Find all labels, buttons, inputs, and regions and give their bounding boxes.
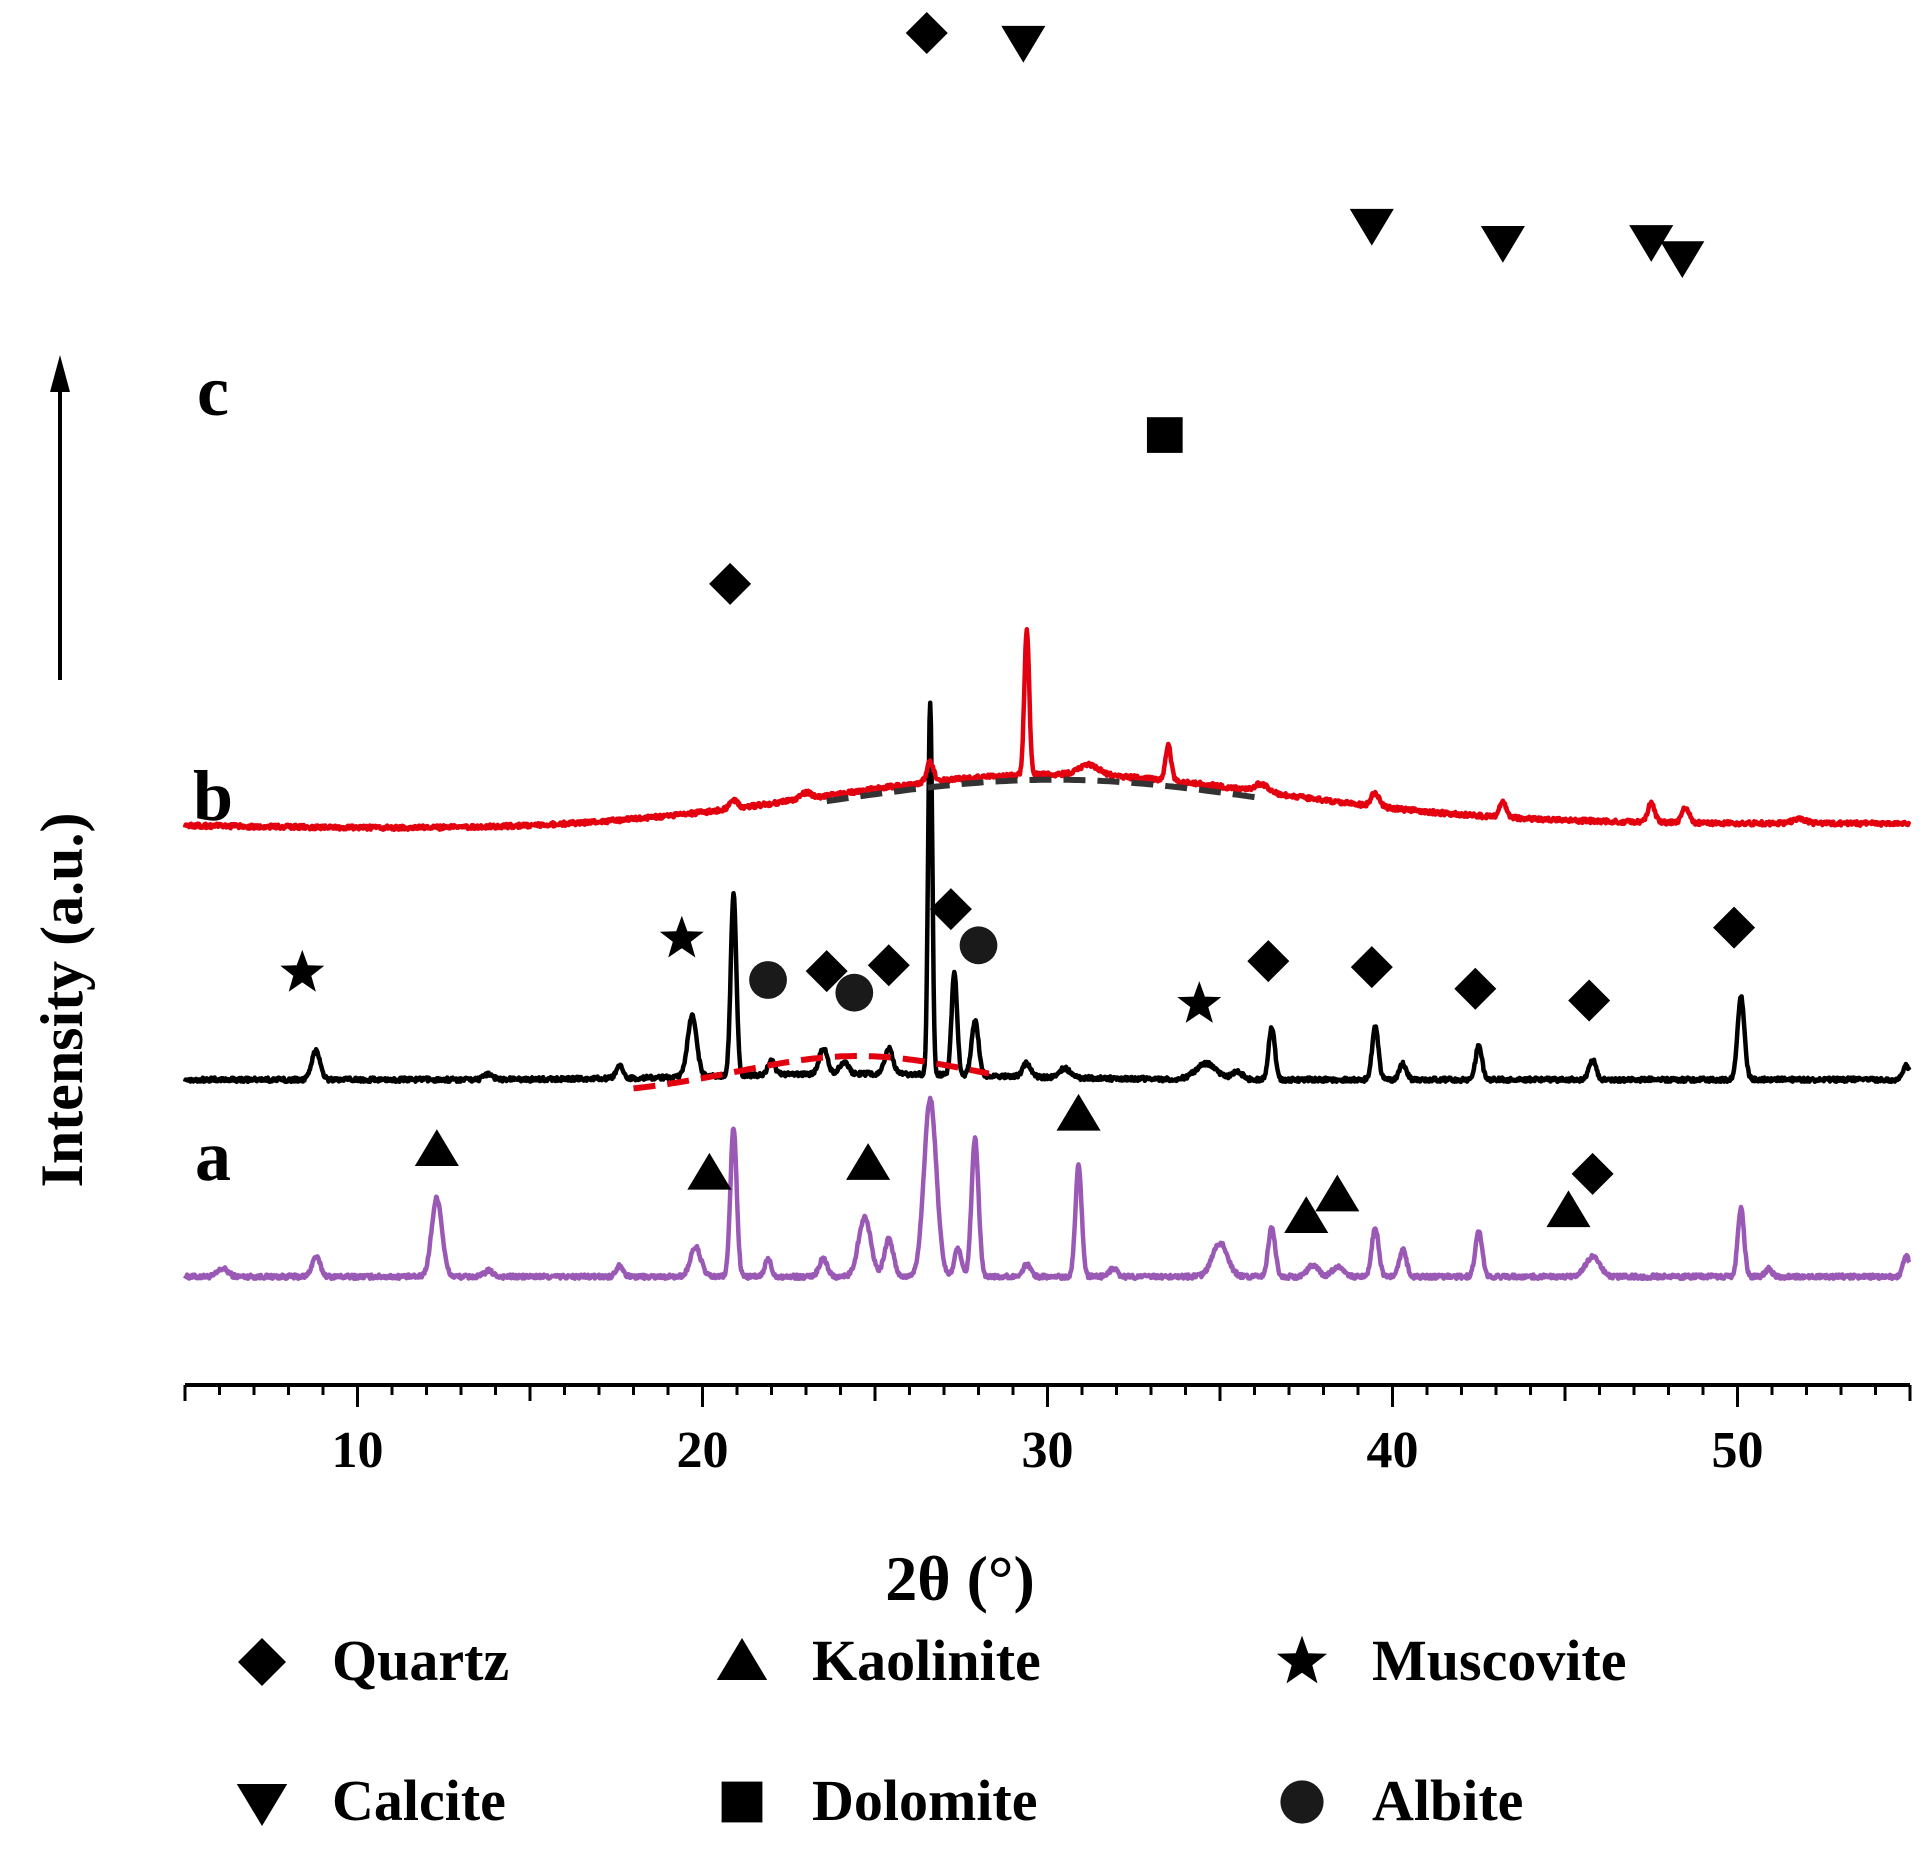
legend: Quartz Kaolinite Muscovite Calcite Dolomite A… (236, 1628, 1627, 1833)
muscovite-marker (1177, 981, 1222, 1023)
kaolinite-marker (414, 1129, 459, 1167)
albite-marker (959, 926, 998, 965)
quartz-marker (805, 950, 848, 993)
legend-item-quartz: Quartz (238, 1628, 509, 1693)
y-axis-indicator: Intensity (a.u.) (29, 355, 95, 1188)
kaolinite-marker (1284, 1196, 1329, 1234)
quartz-marker (929, 888, 972, 931)
quartz-marker (867, 944, 910, 987)
series-a-curve (183, 1095, 1912, 1282)
legend-item-muscovite: Muscovite (1276, 1628, 1627, 1693)
circle-legend-icon (1280, 1780, 1324, 1824)
series-b-curve (182, 700, 1912, 1085)
legend-label: Calcite (332, 1768, 506, 1833)
quartz-marker (1568, 979, 1611, 1022)
quartz-marker (1713, 906, 1756, 949)
legend-item-dolomite: Dolomite (721, 1768, 1038, 1833)
diamond-legend-icon (238, 1638, 286, 1686)
x-axis-title: 2θ (°) (885, 1543, 1035, 1614)
star-legend-icon (1276, 1635, 1328, 1684)
x-tick-label: 10 (332, 1422, 384, 1479)
quartz-marker (905, 11, 948, 54)
calcite-marker (1480, 226, 1525, 263)
dolomite-marker (1146, 417, 1183, 453)
calcite-marker (1001, 25, 1046, 63)
curve-label-a: a (195, 1116, 231, 1196)
albite-marker (749, 961, 787, 999)
quartz-marker (1247, 940, 1290, 983)
legend-label: Quartz (332, 1628, 509, 1693)
amorphous-hump-c (826, 776, 1259, 805)
legend-label: Muscovite (1372, 1628, 1627, 1693)
amorphous-hump-b (633, 1053, 990, 1092)
x-tick-label: 30 (1022, 1422, 1074, 1479)
legend-item-albite: Albite (1280, 1768, 1523, 1833)
quartz-marker (1454, 967, 1497, 1010)
calcite-marker (1629, 225, 1674, 262)
muscovite-marker (280, 949, 325, 992)
kaolinite-marker (687, 1152, 732, 1190)
muscovite-marker (659, 915, 704, 958)
curve-labels: c b a (193, 351, 233, 1196)
quartz-marker (709, 562, 752, 605)
square-legend-icon (721, 1781, 763, 1823)
x-tick-label: 50 (1712, 1422, 1764, 1479)
legend-label: Dolomite (812, 1768, 1038, 1833)
kaolinite-marker (1056, 1093, 1101, 1131)
albite-marker (835, 973, 874, 1012)
y-axis-title: Intensity (a.u.) (29, 812, 95, 1187)
series-c-curve (182, 627, 1912, 833)
calcite-marker (1349, 208, 1394, 246)
y-axis-arrow-head (50, 355, 70, 392)
calcite-marker (1660, 241, 1705, 279)
x-tick-label: 20 (677, 1422, 729, 1479)
quartz-marker (1571, 1152, 1614, 1195)
quartz-marker (1350, 946, 1393, 989)
legend-item-kaolinite: Kaolinite (716, 1628, 1041, 1693)
legend-label: Kaolinite (812, 1628, 1041, 1693)
phase-markers (280, 11, 1756, 1234)
kaolinite-marker (1315, 1174, 1360, 1212)
diffraction-curves (182, 627, 1912, 1282)
x-axis: 10 20 30 40 50 (183, 1383, 1912, 1479)
legend-item-calcite: Calcite (236, 1768, 506, 1833)
triangle-up-legend-icon (716, 1638, 768, 1680)
curve-label-b: b (193, 756, 233, 836)
kaolinite-marker (846, 1143, 891, 1180)
legend-label: Albite (1372, 1768, 1523, 1833)
x-tick-label: 40 (1367, 1422, 1419, 1479)
triangle-down-legend-icon (236, 1784, 288, 1826)
curve-label-c: c (197, 351, 229, 431)
kaolinite-marker (1546, 1190, 1591, 1228)
